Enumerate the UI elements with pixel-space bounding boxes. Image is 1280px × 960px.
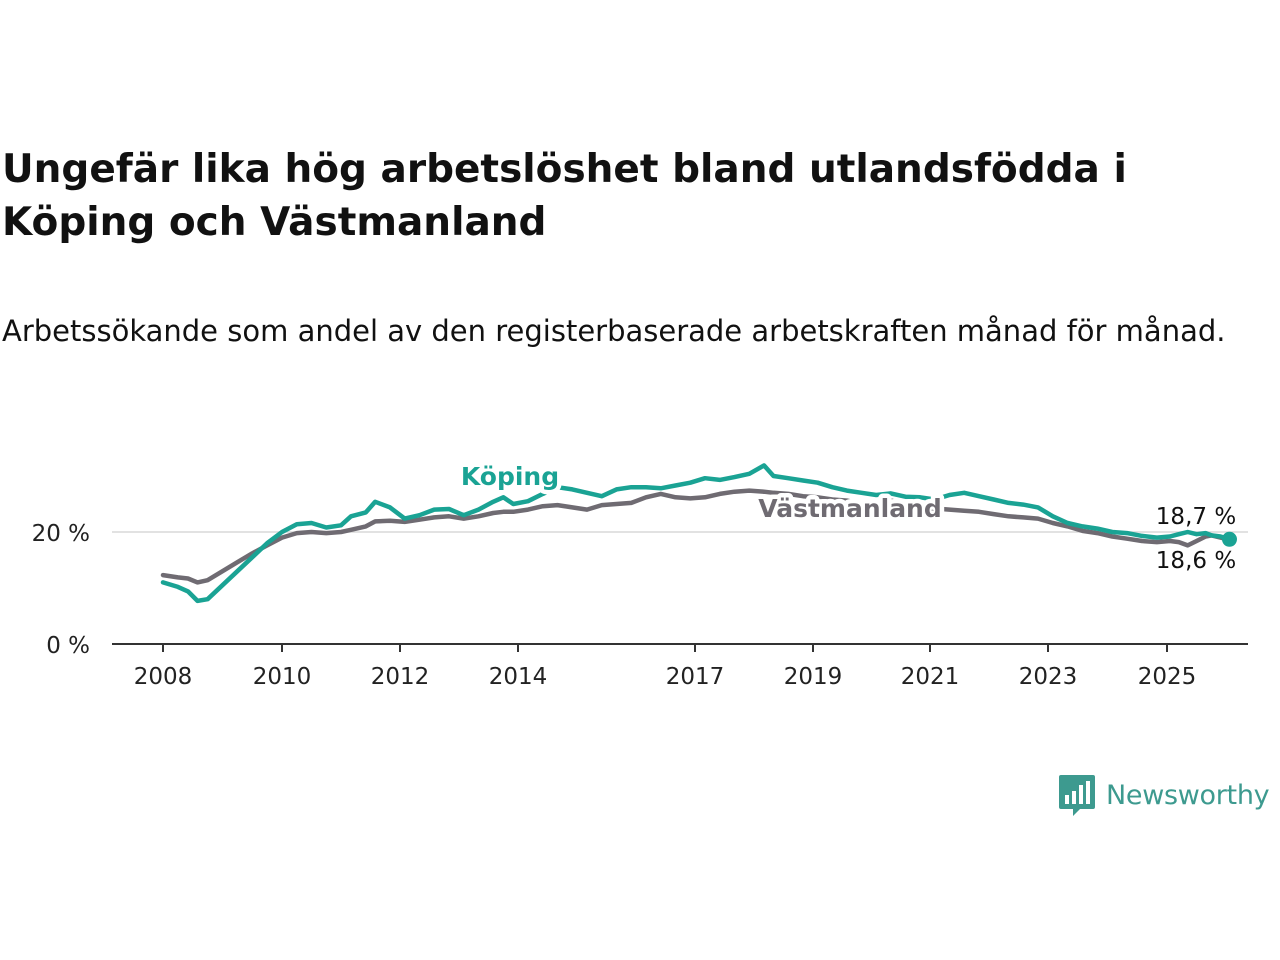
x-tick-label: 2008 (134, 664, 193, 690)
series-line-köping (160, 463, 1232, 604)
x-tick-label: 2019 (784, 664, 843, 690)
x-tick-label: 2010 (253, 664, 312, 690)
x-tick-label: 2021 (901, 664, 960, 690)
newsworthy-logo-icon (1059, 775, 1095, 816)
end-value-label-koping: 18,7 % (1156, 504, 1236, 530)
newsworthy-brand-name: Newsworthy (1106, 779, 1270, 811)
chart-title: Ungefär lika hög arbetslöshet bland utla… (2, 147, 1127, 245)
series-label-koping-halo: Köping (461, 462, 559, 491)
x-tick-label: 2014 (489, 664, 548, 690)
newsworthy-brand: Newsworthy (1058, 773, 1270, 817)
x-tick-label: 2012 (371, 664, 430, 690)
x-tick-label: 2017 (666, 664, 725, 690)
y-tick-label: 0 % (46, 633, 90, 659)
end-value-label-vastmanland: 18,6 % (1156, 548, 1236, 574)
series-label-vastmanland: Västmanland (758, 494, 942, 523)
series-line-västmanland (160, 488, 1232, 585)
x-tick-label: 2023 (1019, 664, 1078, 690)
chart-subtitle: Arbetssökande som andel av den registerb… (2, 314, 1226, 348)
series-label-vastmanland-halo: Västmanland (758, 494, 942, 523)
series-end-marker (1221, 531, 1237, 547)
y-tick-label: 20 % (32, 521, 90, 547)
series-label-koping: Köping (461, 462, 559, 491)
x-tick-label: 2025 (1138, 664, 1197, 690)
